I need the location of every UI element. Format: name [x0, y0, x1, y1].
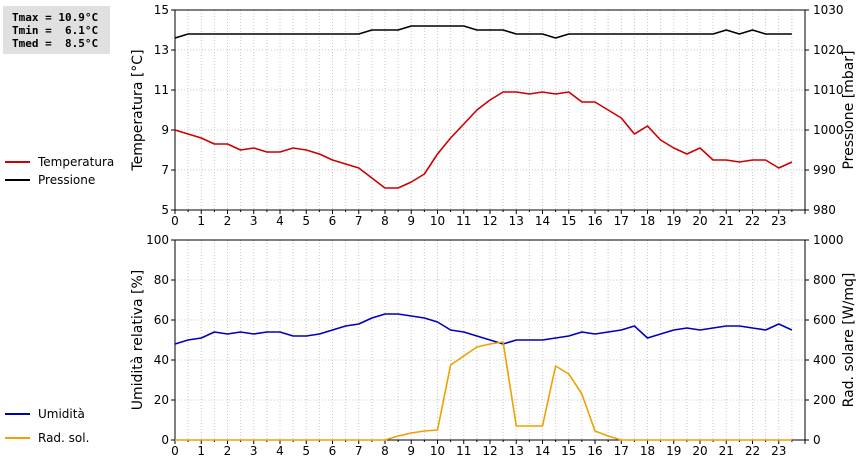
x-tick-label: 21	[719, 444, 734, 458]
x-tick-label: 0	[171, 444, 179, 458]
x-tick-label: 13	[509, 214, 524, 228]
x-tick-label: 5	[302, 444, 310, 458]
x-tick-label: 12	[482, 214, 497, 228]
plot-frame	[174, 9, 806, 211]
y-right-tick-label: 1000	[813, 123, 844, 137]
y-right-axis-label: Pressione [mbar]	[841, 50, 857, 169]
tmin-label: Tmin = 6.1°C	[12, 24, 99, 37]
bottom-panel: 0 1 2 3 4 5 6 7 8 9 10 11 12 13 14 15 16 17 18 19 20 21 22 230 0…	[5, 233, 857, 458]
x-tick-label: 1	[197, 214, 205, 228]
x-tick-label: 17	[614, 444, 629, 458]
legend-label: Pressione	[38, 173, 95, 187]
top-panel: 0 1 2 3 4 5 6 7 8 9 10 11 12 13 14 15 16 17 18 19 20 21 22 235 9…	[5, 3, 857, 228]
x-tick-label: 19	[666, 214, 681, 228]
tmed-label: Tmed = 8.5°C	[12, 37, 99, 50]
x-tick-label: 21	[719, 214, 734, 228]
x-tick-label: 9	[407, 214, 415, 228]
x-tick-label: 11	[456, 444, 471, 458]
x-tick-label: 4	[276, 444, 284, 458]
x-tick-label: 8	[381, 444, 389, 458]
y-left-tick-label: 11	[154, 83, 169, 97]
y-left-tick-label: 40	[154, 353, 169, 367]
x-tick-label: 7	[355, 444, 363, 458]
x-tick-label: 20	[692, 214, 707, 228]
x-tick-label: 10	[430, 444, 445, 458]
x-tick-label: 19	[666, 444, 681, 458]
x-tick-label: 22	[745, 214, 760, 228]
x-tick-label: 6	[329, 214, 337, 228]
x-tick-label: 10	[430, 214, 445, 228]
x-tick-label: 15	[561, 444, 576, 458]
y-left-tick-label: 80	[154, 273, 169, 287]
y-right-tick-label: 1000	[813, 233, 844, 247]
y-right-tick-label: 0	[813, 433, 821, 447]
x-tick-label: 3	[250, 444, 258, 458]
x-tick-label: 0	[171, 214, 179, 228]
x-tick-label: 14	[535, 444, 550, 458]
series-line-pressione	[174, 25, 792, 39]
legend-label: Temperatura	[37, 155, 114, 169]
x-tick-label: 23	[771, 444, 786, 458]
x-tick-label: 15	[561, 214, 576, 228]
x-tick-label: 2	[224, 444, 232, 458]
x-tick-label: 20	[692, 444, 707, 458]
y-left-tick-label: 5	[161, 203, 169, 217]
x-tick-label: 3	[250, 214, 258, 228]
y-right-tick-label: 200	[813, 393, 836, 407]
y-left-tick-label: 15	[154, 3, 169, 17]
x-tick-label: 6	[329, 444, 337, 458]
y-right-tick-label: 1010	[813, 83, 844, 97]
y-right-tick-label: 1020	[813, 43, 844, 57]
plot-frame	[174, 239, 806, 441]
legend-label: Umidità	[38, 407, 85, 421]
y-right-tick-label: 990	[813, 163, 836, 177]
x-tick-label: 16	[587, 444, 602, 458]
y-right-tick-label: 600	[813, 313, 836, 327]
x-tick-label: 9	[407, 444, 415, 458]
legend-label: Rad. sol.	[38, 431, 89, 445]
x-tick-label: 18	[640, 214, 655, 228]
y-left-tick-label: 0	[161, 433, 169, 447]
x-tick-label: 7	[355, 214, 363, 228]
y-left-axis-label: Umidità relativa [%]	[130, 270, 146, 411]
x-tick-label: 12	[482, 444, 497, 458]
x-tick-label: 11	[456, 214, 471, 228]
y-left-tick-label: 9	[161, 123, 169, 137]
y-left-tick-label: 60	[154, 313, 169, 327]
series-line-umidit	[174, 313, 793, 345]
series-line-temperatura	[174, 91, 793, 189]
y-right-tick-label: 800	[813, 273, 836, 287]
x-tick-label: 18	[640, 444, 655, 458]
x-tick-label: 1	[197, 444, 205, 458]
y-left-tick-label: 20	[154, 393, 169, 407]
tmax-label: Tmax = 10.9°C	[12, 11, 99, 24]
x-tick-label: 4	[276, 214, 284, 228]
x-tick-label: 16	[587, 214, 602, 228]
stats-box: Tmax = 10.9°C Tmin = 6.1°C Tmed = 8.5°C	[3, 6, 110, 54]
x-tick-label: 13	[509, 444, 524, 458]
x-tick-label: 23	[771, 214, 786, 228]
y-right-tick-label: 1030	[813, 3, 844, 17]
y-left-tick-label: 7	[161, 163, 169, 177]
series-line-rad-sol	[175, 341, 792, 441]
y-right-tick-label: 980	[813, 203, 836, 217]
x-tick-label: 5	[302, 214, 310, 228]
x-tick-label: 17	[614, 214, 629, 228]
y-right-tick-label: 400	[813, 353, 836, 367]
y-left-tick-label: 100	[146, 233, 169, 247]
x-tick-label: 22	[745, 444, 760, 458]
y-left-axis-label: Temperatura [°C]	[130, 49, 146, 171]
y-right-axis-label: Rad. solare [W/mq]	[841, 273, 857, 408]
y-left-tick-label: 13	[154, 43, 169, 57]
x-tick-label: 2	[224, 214, 232, 228]
x-tick-label: 8	[381, 214, 389, 228]
x-tick-label: 14	[535, 214, 550, 228]
